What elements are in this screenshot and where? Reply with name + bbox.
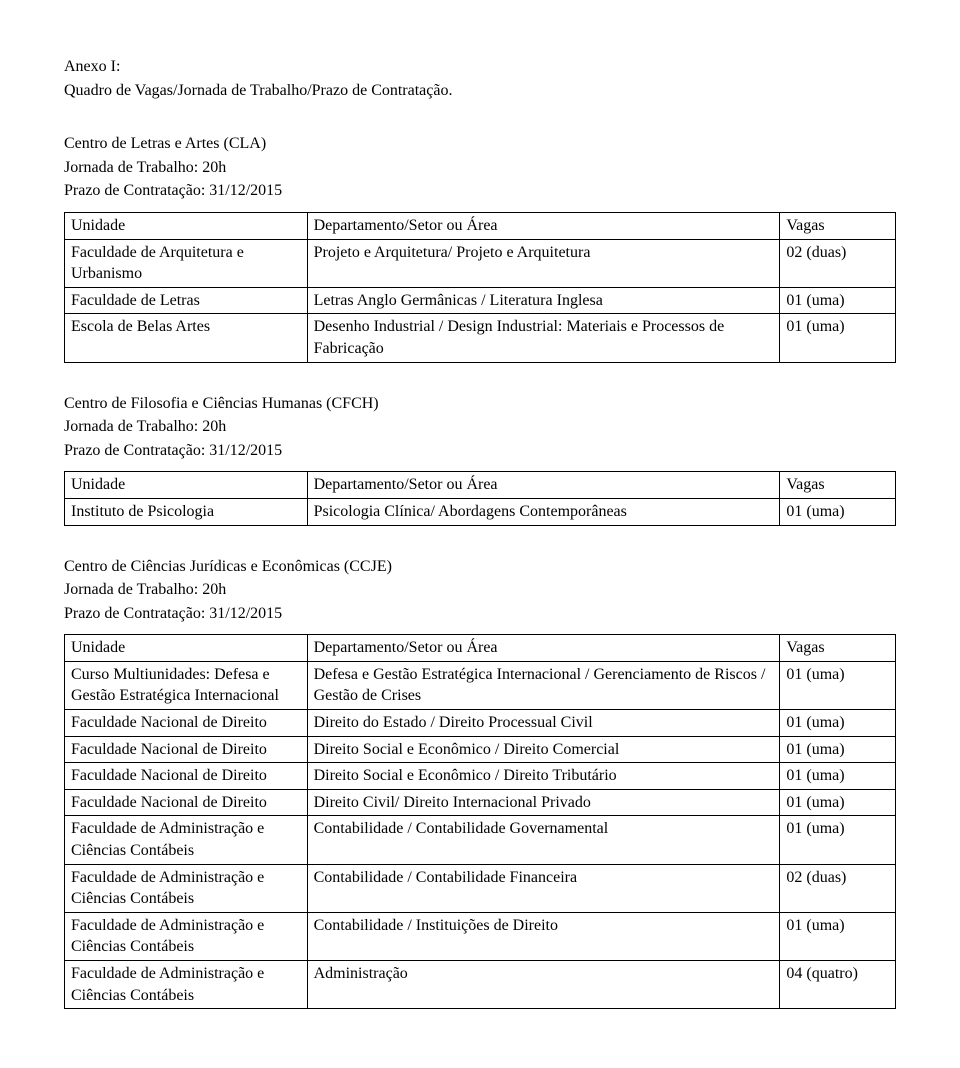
section-jornada: Jornada de Trabalho: 20h <box>64 416 896 438</box>
table-row: Faculdade Nacional de DireitoDireito do … <box>65 710 896 737</box>
table-row: Faculdade de Administração e Ciências Co… <box>65 864 896 912</box>
cell-unidade: Faculdade de Administração e Ciências Co… <box>65 816 308 864</box>
header-unidade: Unidade <box>65 472 308 499</box>
cell-departamento: Contabilidade / Contabilidade Governamen… <box>307 816 780 864</box>
header-vagas: Vagas <box>780 212 896 239</box>
cell-departamento: Projeto e Arquitetura/ Projeto e Arquite… <box>307 239 780 287</box>
cell-unidade: Faculdade de Administração e Ciências Co… <box>65 912 308 960</box>
cell-departamento: Direito do Estado / Direito Processual C… <box>307 710 780 737</box>
table-header-row: UnidadeDepartamento/Setor ou ÁreaVagas <box>65 635 896 662</box>
cell-unidade: Faculdade de Administração e Ciências Co… <box>65 864 308 912</box>
cell-unidade: Faculdade de Letras <box>65 287 308 314</box>
section-prazo: Prazo de Contratação: 31/12/2015 <box>64 603 896 625</box>
cell-departamento: Direito Social e Econômico / Direito Com… <box>307 736 780 763</box>
section-title: Centro de Filosofia e Ciências Humanas (… <box>64 393 896 415</box>
header-departamento: Departamento/Setor ou Área <box>307 635 780 662</box>
cell-departamento: Desenho Industrial / Design Industrial: … <box>307 314 780 362</box>
cell-vagas: 01 (uma) <box>780 912 896 960</box>
vacancy-table: UnidadeDepartamento/Setor ou ÁreaVagasIn… <box>64 471 896 525</box>
table-row: Faculdade Nacional de DireitoDireito Civ… <box>65 789 896 816</box>
cell-vagas: 01 (uma) <box>780 661 896 709</box>
table-row: Faculdade Nacional de DireitoDireito Soc… <box>65 763 896 790</box>
cell-unidade: Faculdade Nacional de Direito <box>65 789 308 816</box>
cell-departamento: Letras Anglo Germânicas / Literatura Ing… <box>307 287 780 314</box>
cell-vagas: 01 (uma) <box>780 736 896 763</box>
table-row: Faculdade Nacional de DireitoDireito Soc… <box>65 736 896 763</box>
annex-subtitle: Quadro de Vagas/Jornada de Trabalho/Praz… <box>64 80 896 102</box>
table-header-row: UnidadeDepartamento/Setor ou ÁreaVagas <box>65 472 896 499</box>
cell-departamento: Defesa e Gestão Estratégica Internaciona… <box>307 661 780 709</box>
cell-departamento: Psicologia Clínica/ Abordagens Contempor… <box>307 498 780 525</box>
cell-vagas: 02 (duas) <box>780 239 896 287</box>
cell-departamento: Contabilidade / Instituições de Direito <box>307 912 780 960</box>
cell-unidade: Faculdade de Administração e Ciências Co… <box>65 961 308 1009</box>
cell-vagas: 01 (uma) <box>780 710 896 737</box>
table-row: Instituto de PsicologiaPsicologia Clínic… <box>65 498 896 525</box>
table-row: Escola de Belas ArtesDesenho Industrial … <box>65 314 896 362</box>
cell-vagas: 02 (duas) <box>780 864 896 912</box>
vacancy-table: UnidadeDepartamento/Setor ou ÁreaVagasFa… <box>64 212 896 363</box>
cell-vagas: 01 (uma) <box>780 498 896 525</box>
table-row: Faculdade de Arquitetura e UrbanismoProj… <box>65 239 896 287</box>
cell-departamento: Direito Social e Econômico / Direito Tri… <box>307 763 780 790</box>
sections-container: Centro de Letras e Artes (CLA)Jornada de… <box>64 103 896 1009</box>
header-unidade: Unidade <box>65 212 308 239</box>
table-header-row: UnidadeDepartamento/Setor ou ÁreaVagas <box>65 212 896 239</box>
header-departamento: Departamento/Setor ou Área <box>307 472 780 499</box>
cell-vagas: 01 (uma) <box>780 789 896 816</box>
section-title: Centro de Ciências Jurídicas e Econômica… <box>64 556 896 578</box>
section-prazo: Prazo de Contratação: 31/12/2015 <box>64 440 896 462</box>
section-jornada: Jornada de Trabalho: 20h <box>64 157 896 179</box>
cell-departamento: Direito Civil/ Direito Internacional Pri… <box>307 789 780 816</box>
table-row: Faculdade de LetrasLetras Anglo Germânic… <box>65 287 896 314</box>
cell-unidade: Faculdade Nacional de Direito <box>65 736 308 763</box>
cell-unidade: Curso Multiunidades: Defesa e Gestão Est… <box>65 661 308 709</box>
header-unidade: Unidade <box>65 635 308 662</box>
cell-unidade: Instituto de Psicologia <box>65 498 308 525</box>
table-row: Curso Multiunidades: Defesa e Gestão Est… <box>65 661 896 709</box>
section-title: Centro de Letras e Artes (CLA) <box>64 133 896 155</box>
header-vagas: Vagas <box>780 635 896 662</box>
vacancy-table: UnidadeDepartamento/Setor ou ÁreaVagasCu… <box>64 634 896 1009</box>
cell-unidade: Faculdade de Arquitetura e Urbanismo <box>65 239 308 287</box>
header-vagas: Vagas <box>780 472 896 499</box>
section-jornada: Jornada de Trabalho: 20h <box>64 579 896 601</box>
cell-vagas: 01 (uma) <box>780 816 896 864</box>
cell-unidade: Faculdade Nacional de Direito <box>65 710 308 737</box>
cell-unidade: Faculdade Nacional de Direito <box>65 763 308 790</box>
cell-vagas: 04 (quatro) <box>780 961 896 1009</box>
cell-departamento: Administração <box>307 961 780 1009</box>
cell-vagas: 01 (uma) <box>780 763 896 790</box>
cell-departamento: Contabilidade / Contabilidade Financeira <box>307 864 780 912</box>
header-departamento: Departamento/Setor ou Área <box>307 212 780 239</box>
table-row: Faculdade de Administração e Ciências Co… <box>65 961 896 1009</box>
cell-vagas: 01 (uma) <box>780 287 896 314</box>
section-prazo: Prazo de Contratação: 31/12/2015 <box>64 180 896 202</box>
cell-vagas: 01 (uma) <box>780 314 896 362</box>
table-row: Faculdade de Administração e Ciências Co… <box>65 912 896 960</box>
annex-title: Anexo I: <box>64 56 896 78</box>
cell-unidade: Escola de Belas Artes <box>65 314 308 362</box>
table-row: Faculdade de Administração e Ciências Co… <box>65 816 896 864</box>
